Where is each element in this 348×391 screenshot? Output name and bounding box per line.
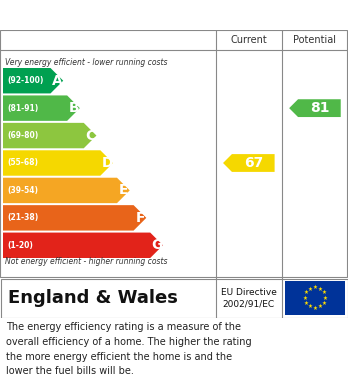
Text: G: G [151, 238, 163, 252]
Text: A: A [52, 74, 63, 88]
Text: ★: ★ [307, 287, 312, 292]
Text: ★: ★ [302, 296, 307, 301]
Text: ★: ★ [318, 287, 323, 292]
Polygon shape [3, 178, 130, 203]
Text: D: D [102, 156, 113, 170]
Text: ★: ★ [321, 301, 326, 306]
Text: Very energy efficient - lower running costs: Very energy efficient - lower running co… [5, 58, 167, 67]
Text: EU Directive
2002/91/EC: EU Directive 2002/91/EC [221, 288, 277, 308]
Text: ★: ★ [323, 296, 327, 301]
Text: Energy Efficiency Rating: Energy Efficiency Rating [8, 7, 218, 23]
Text: B: B [69, 101, 79, 115]
Text: Potential: Potential [293, 35, 337, 45]
Polygon shape [3, 68, 63, 93]
Text: ★: ★ [304, 291, 309, 295]
Polygon shape [223, 154, 275, 172]
Text: 67: 67 [244, 156, 263, 170]
Text: The energy efficiency rating is a measure of the
overall efficiency of a home. T: The energy efficiency rating is a measur… [6, 322, 252, 377]
Polygon shape [3, 205, 146, 231]
Text: (21-38): (21-38) [7, 213, 38, 222]
Text: (55-68): (55-68) [7, 158, 38, 167]
Text: ★: ★ [321, 291, 326, 295]
Text: F: F [136, 211, 145, 225]
Text: (81-91): (81-91) [7, 104, 38, 113]
Text: Current: Current [230, 35, 267, 45]
Text: ★: ★ [304, 301, 309, 306]
Text: England & Wales: England & Wales [8, 289, 178, 307]
Text: (39-54): (39-54) [7, 186, 38, 195]
Text: ★: ★ [307, 304, 312, 309]
Bar [285, 281, 345, 315]
Text: ★: ★ [313, 306, 317, 311]
Text: (1-20): (1-20) [7, 241, 33, 250]
Polygon shape [3, 150, 113, 176]
Text: ★: ★ [313, 285, 317, 290]
Polygon shape [3, 123, 96, 148]
Polygon shape [3, 233, 163, 258]
Text: (69-80): (69-80) [7, 131, 38, 140]
Text: 81: 81 [310, 101, 329, 115]
Text: Not energy efficient - higher running costs: Not energy efficient - higher running co… [5, 257, 167, 266]
Text: C: C [86, 129, 96, 143]
Polygon shape [3, 95, 80, 121]
Text: E: E [119, 183, 129, 197]
Polygon shape [289, 99, 341, 117]
Text: ★: ★ [318, 304, 323, 309]
Text: (92-100): (92-100) [7, 76, 44, 85]
